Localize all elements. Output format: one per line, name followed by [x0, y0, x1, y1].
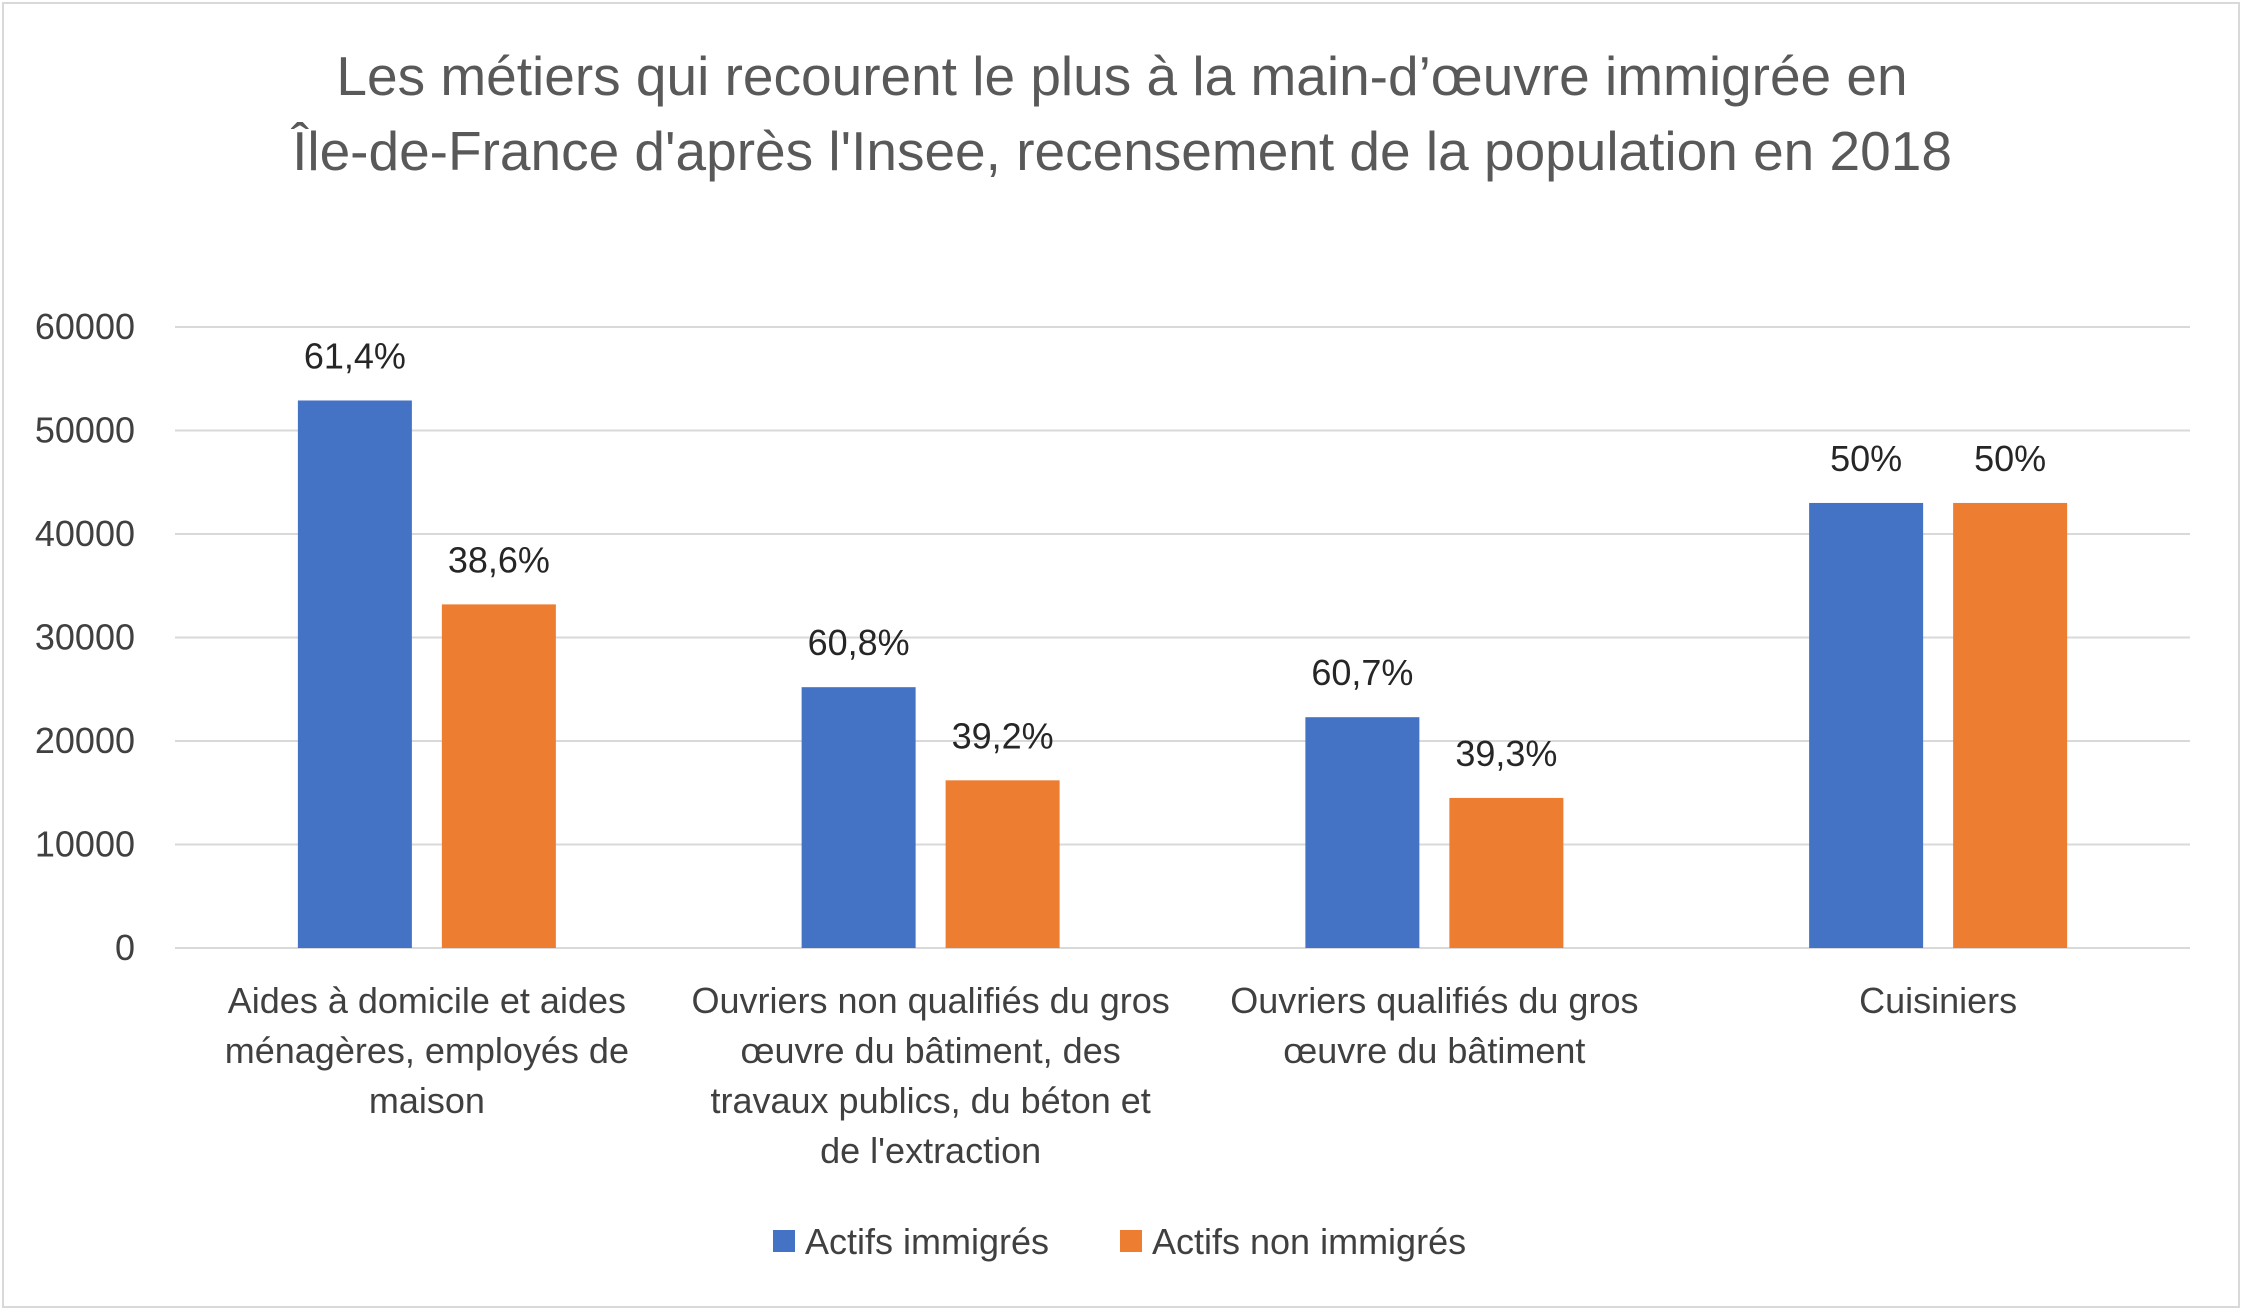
- category-label-2-line-1: Ouvriers non qualifiés du gros: [692, 980, 1170, 1021]
- y-tick-label-40000: 40000: [35, 513, 135, 554]
- bars: [297, 400, 2068, 948]
- category-label-2-line-4: de l'extraction: [820, 1130, 1041, 1171]
- data-label-1-4: 50%: [1830, 438, 1902, 479]
- category-label-4-line-1: Cuisiniers: [1859, 980, 2017, 1021]
- legend-label-1: Actifs immigrés: [805, 1221, 1049, 1262]
- category-label-3-line-2: œuvre du bâtiment: [1283, 1030, 1585, 1071]
- category-label-1-line-3: maison: [369, 1080, 485, 1121]
- y-tick-label-10000: 10000: [35, 824, 135, 865]
- category-label-2-line-3: travaux publics, du béton et: [710, 1080, 1150, 1121]
- category-label-1-line-2: ménagères, employés de: [225, 1030, 629, 1071]
- legend: Actifs immigrés Actifs non immigrés: [773, 1221, 1466, 1262]
- category-label-3-line-1: Ouvriers qualifiés du gros: [1230, 980, 1638, 1021]
- chart-title-line-2: Île-de-France d'après l'Insee, recenseme…: [290, 120, 1952, 182]
- bar-1-1: [297, 400, 412, 948]
- bar-2-1: [441, 604, 556, 948]
- legend-swatch-2: [1120, 1230, 1142, 1252]
- y-axis-tick-labels: 0 10000 20000 30000 40000 50000 60000: [35, 306, 135, 968]
- bar-2-2: [945, 780, 1060, 948]
- data-label-2-2: 39,2%: [952, 715, 1054, 756]
- legend-label-2: Actifs non immigrés: [1152, 1221, 1466, 1262]
- bar-1-4: [1809, 502, 1924, 948]
- data-labels: 61,4% 60,8% 60,7% 50% 38,6% 39,2% 39,3% 50%: [304, 335, 2046, 773]
- data-label-2-1: 38,6%: [448, 539, 550, 580]
- y-tick-label-60000: 60000: [35, 306, 135, 347]
- data-label-1-1: 61,4%: [304, 335, 406, 376]
- bar-1-3: [1305, 717, 1420, 948]
- y-tick-label-30000: 30000: [35, 617, 135, 658]
- y-tick-label-0: 0: [115, 927, 135, 968]
- y-tick-label-50000: 50000: [35, 410, 135, 451]
- data-label-1-3: 60,7%: [1311, 652, 1413, 693]
- bar-1-2: [801, 687, 916, 948]
- category-label-1-line-1: Aides à domicile et aides: [228, 980, 626, 1021]
- y-tick-label-20000: 20000: [35, 720, 135, 761]
- bar-2-4: [1953, 502, 2068, 948]
- chart-title: Les métiers qui recourent le plus à la m…: [290, 45, 1952, 182]
- legend-swatch-1: [773, 1230, 795, 1252]
- data-label-2-4: 50%: [1974, 438, 2046, 479]
- data-label-1-2: 60,8%: [808, 622, 910, 663]
- x-axis-category-labels: Aides à domicile et aides ménagères, empl…: [225, 980, 2017, 1171]
- category-label-2-line-2: œuvre du bâtiment, des: [741, 1030, 1121, 1071]
- data-label-2-3: 39,3%: [1455, 733, 1557, 774]
- chart-title-line-1: Les métiers qui recourent le plus à la m…: [336, 45, 1907, 107]
- bar-2-3: [1449, 797, 1564, 948]
